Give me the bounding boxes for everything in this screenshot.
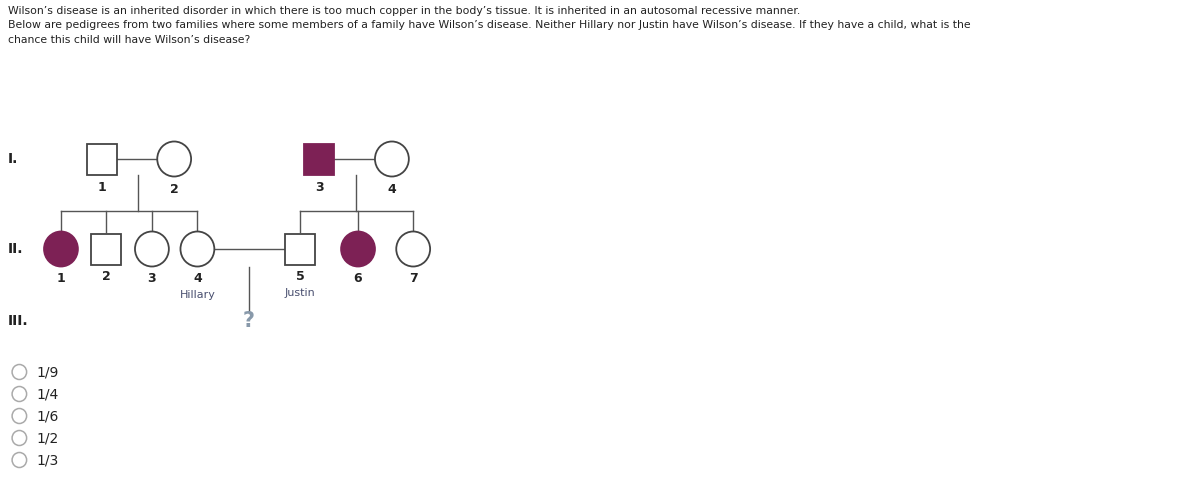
Text: 6: 6	[354, 272, 362, 285]
Text: Hillary: Hillary	[180, 289, 215, 299]
Text: 1/4: 1/4	[36, 387, 59, 401]
Circle shape	[44, 232, 78, 266]
Circle shape	[12, 453, 26, 468]
Bar	[91, 234, 121, 264]
Text: Justin: Justin	[284, 287, 316, 297]
Text: III.: III.	[7, 314, 29, 328]
Circle shape	[341, 232, 374, 266]
Circle shape	[374, 142, 409, 177]
Text: 3: 3	[316, 181, 324, 194]
Text: Wilson’s disease is an inherited disorder in which there is too much copper in t: Wilson’s disease is an inherited disorde…	[7, 6, 971, 45]
Circle shape	[157, 142, 191, 177]
Text: 3: 3	[148, 272, 156, 285]
Text: 1/6: 1/6	[36, 409, 59, 423]
Circle shape	[12, 409, 26, 424]
Circle shape	[396, 232, 430, 266]
Text: 1: 1	[56, 272, 65, 285]
Text: ?: ?	[242, 311, 254, 331]
Bar	[305, 144, 335, 175]
Circle shape	[134, 232, 169, 266]
Text: 5: 5	[295, 270, 305, 283]
Text: II.: II.	[7, 242, 23, 256]
Text: 2: 2	[170, 183, 179, 196]
Text: 1/2: 1/2	[36, 431, 59, 445]
Bar	[284, 234, 314, 264]
Bar	[86, 144, 116, 175]
Text: I.: I.	[7, 152, 18, 166]
Text: 7: 7	[409, 272, 418, 285]
Circle shape	[180, 232, 215, 266]
Text: 4: 4	[193, 272, 202, 285]
Circle shape	[12, 431, 26, 446]
Text: 1/3: 1/3	[36, 453, 59, 467]
Text: 1: 1	[97, 181, 106, 194]
Circle shape	[12, 387, 26, 402]
Circle shape	[12, 364, 26, 380]
Text: 1/9: 1/9	[36, 365, 59, 379]
Text: 4: 4	[388, 183, 396, 196]
Text: 2: 2	[102, 270, 110, 283]
